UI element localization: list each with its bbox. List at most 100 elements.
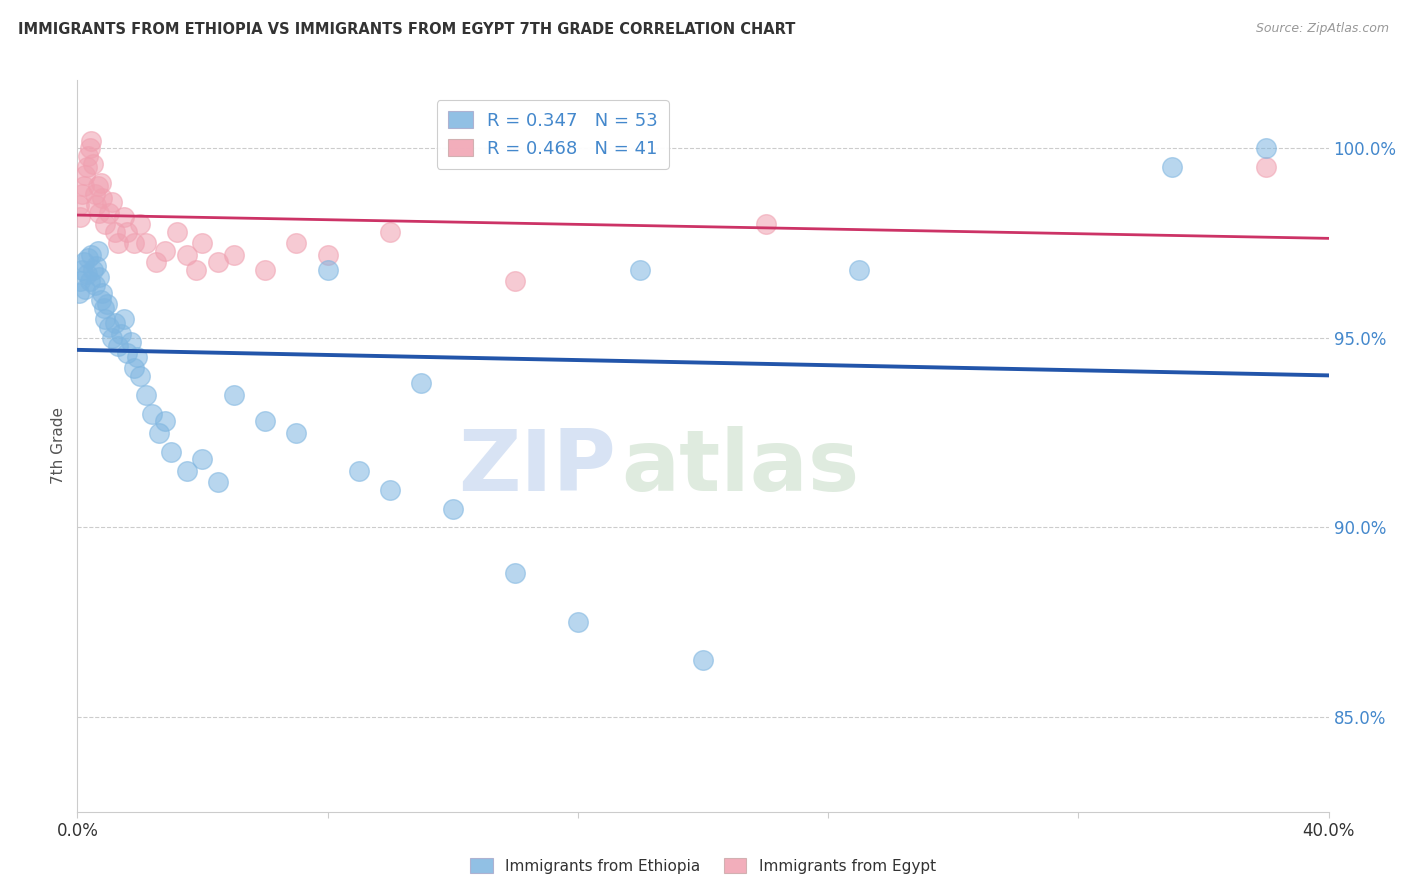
Point	[110, 327, 132, 342]
Point	[380, 483, 402, 497]
Point	[207, 255, 229, 269]
Point	[72, 179, 94, 194]
Point	[117, 346, 139, 360]
Point	[207, 475, 229, 489]
Point	[222, 247, 245, 261]
Point	[347, 464, 370, 478]
Text: Source: ZipAtlas.com: Source: ZipAtlas.com	[1256, 22, 1389, 36]
Text: IMMIGRANTS FROM ETHIOPIA VS IMMIGRANTS FROM EGYPT 7TH GRADE CORRELATION CHART: IMMIGRANTS FROM ETHIOPIA VS IMMIGRANTS F…	[18, 22, 796, 37]
Point	[69, 210, 91, 224]
Point	[84, 198, 107, 212]
Point	[153, 244, 176, 258]
Point	[505, 274, 527, 288]
Point	[505, 566, 527, 580]
Point	[89, 270, 111, 285]
Text: ZIP: ZIP	[458, 426, 616, 509]
Y-axis label: 7th Grade: 7th Grade	[51, 408, 66, 484]
Point	[100, 194, 122, 209]
Point	[77, 252, 100, 266]
Point	[79, 141, 101, 155]
Point	[70, 262, 93, 277]
Point	[153, 414, 176, 428]
Point	[91, 191, 114, 205]
Point	[441, 501, 464, 516]
Point	[89, 206, 111, 220]
Point	[122, 236, 145, 251]
Legend: R = 0.347   N = 53, R = 0.468   N = 41: R = 0.347 N = 53, R = 0.468 N = 41	[437, 100, 669, 169]
Point	[72, 255, 94, 269]
Point	[94, 217, 117, 231]
Point	[148, 425, 170, 440]
Point	[90, 293, 112, 307]
Point	[90, 176, 112, 190]
Point	[80, 247, 103, 261]
Point	[107, 338, 129, 352]
Point	[145, 255, 167, 269]
Point	[79, 274, 101, 288]
Point	[316, 262, 339, 277]
Point	[77, 149, 100, 163]
Point	[122, 361, 145, 376]
Point	[97, 206, 120, 220]
Point	[692, 653, 714, 667]
Point	[176, 464, 198, 478]
Point	[125, 350, 148, 364]
Point	[253, 414, 276, 428]
Point	[80, 134, 103, 148]
Point	[70, 186, 93, 201]
Point	[285, 425, 308, 440]
Point	[91, 285, 114, 300]
Point	[112, 210, 135, 224]
Point	[93, 301, 115, 315]
Point	[1256, 161, 1278, 175]
Text: atlas: atlas	[621, 426, 860, 509]
Point	[186, 262, 208, 277]
Point	[191, 236, 214, 251]
Point	[67, 285, 90, 300]
Point	[316, 247, 339, 261]
Point	[135, 236, 157, 251]
Point	[380, 225, 402, 239]
Point	[117, 225, 139, 239]
Point	[129, 217, 152, 231]
Point	[166, 225, 188, 239]
Point	[83, 186, 105, 201]
Point	[191, 452, 214, 467]
Point	[82, 262, 104, 277]
Point	[253, 262, 276, 277]
Point	[848, 262, 870, 277]
Point	[76, 267, 98, 281]
Point	[100, 331, 122, 345]
Point	[82, 156, 104, 170]
Point	[94, 312, 117, 326]
Point	[285, 236, 308, 251]
Point	[222, 388, 245, 402]
Point	[96, 297, 118, 311]
Point	[107, 236, 129, 251]
Point	[75, 282, 97, 296]
Point	[76, 161, 98, 175]
Point	[755, 217, 778, 231]
Point	[67, 198, 90, 212]
Point	[176, 247, 198, 261]
Point	[86, 179, 108, 194]
Point	[135, 388, 157, 402]
Point	[83, 277, 105, 292]
Point	[104, 225, 127, 239]
Point	[129, 368, 152, 383]
Point	[75, 168, 97, 182]
Point	[84, 259, 107, 273]
Point	[411, 376, 433, 391]
Point	[97, 319, 120, 334]
Point	[86, 244, 108, 258]
Point	[567, 615, 589, 630]
Point	[141, 407, 163, 421]
Legend: Immigrants from Ethiopia, Immigrants from Egypt: Immigrants from Ethiopia, Immigrants fro…	[464, 852, 942, 880]
Point	[104, 316, 127, 330]
Point	[1161, 161, 1184, 175]
Point	[160, 444, 183, 458]
Point	[1256, 141, 1278, 155]
Point	[69, 274, 91, 288]
Point	[630, 262, 652, 277]
Point	[112, 312, 135, 326]
